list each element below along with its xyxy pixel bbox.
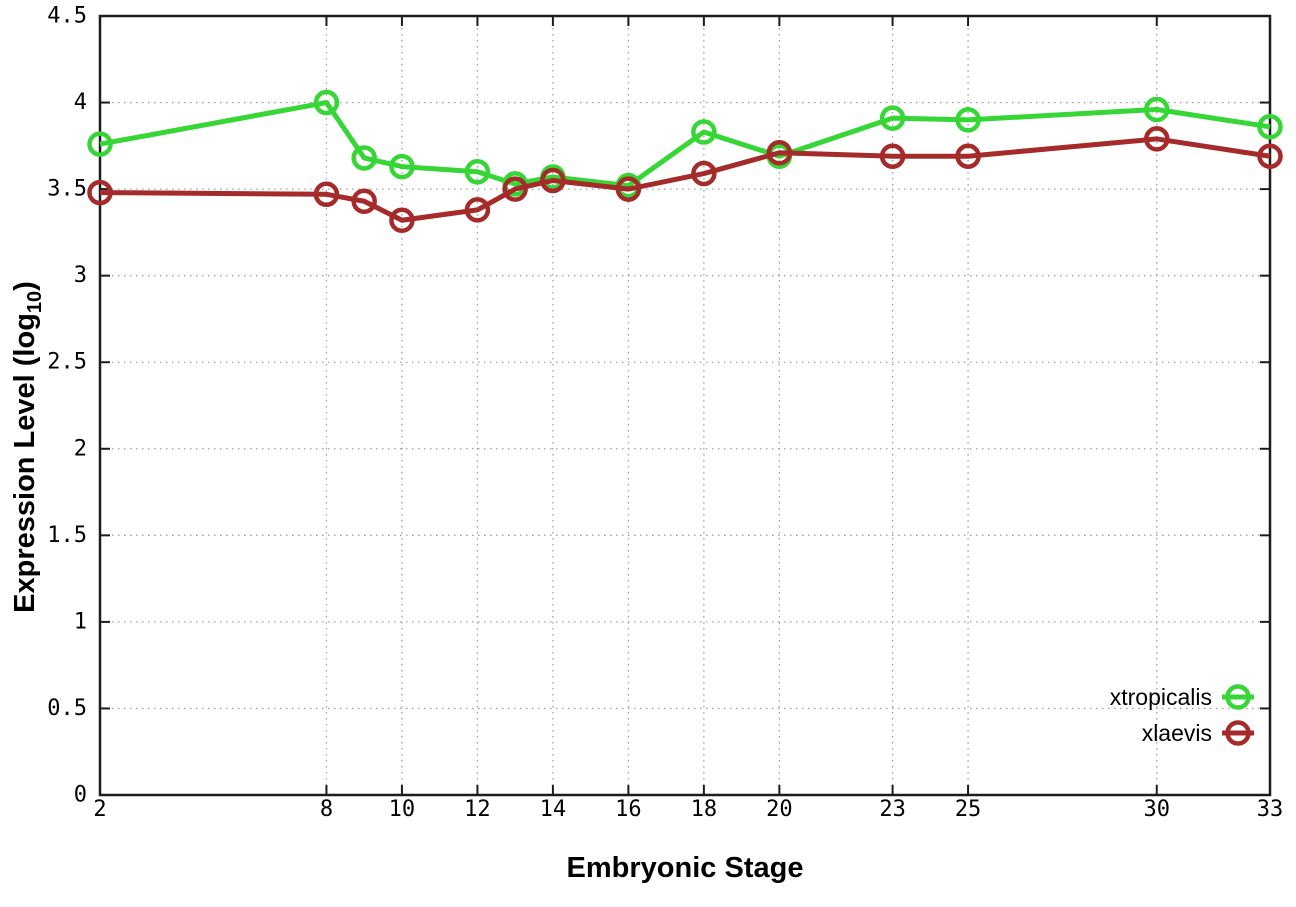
x-axis-title: Embryonic Stage xyxy=(567,852,804,884)
x-tick-label: 2 xyxy=(93,797,106,822)
data-point-xtropicalis xyxy=(1257,114,1283,140)
y-tick-label: 3 xyxy=(74,263,87,288)
x-tick-label: 33 xyxy=(1257,797,1284,822)
legend-entry-xlaevis: xlaevis xyxy=(1142,720,1254,746)
x-tick-label: 10 xyxy=(389,797,416,822)
data-point-xlaevis xyxy=(615,176,642,202)
data-point-xlaevis xyxy=(1257,143,1283,169)
x-tick-label: 12 xyxy=(464,797,491,822)
data-point-xlaevis xyxy=(464,197,491,223)
data-point-xlaevis xyxy=(389,207,415,234)
data-point-xlaevis xyxy=(691,160,717,187)
data-point-xtropicalis xyxy=(389,153,415,180)
data-point-xtropicalis xyxy=(313,89,340,116)
data-point-xlaevis xyxy=(313,181,340,208)
data-point-xlaevis xyxy=(351,188,377,214)
y-tick-label: 2 xyxy=(74,436,87,461)
y-tick-label: 4.5 xyxy=(47,4,87,29)
legend-marker-sample xyxy=(1225,684,1251,710)
y-tick-label: 0 xyxy=(74,783,87,808)
x-tick-label: 8 xyxy=(320,797,333,822)
data-point-xtropicalis xyxy=(351,145,377,171)
data-point-xtropicalis xyxy=(955,107,981,133)
data-point-xtropicalis xyxy=(1144,96,1170,123)
series-line-xlaevis xyxy=(99,136,1271,223)
data-point-xtropicalis xyxy=(464,159,491,185)
plot-border xyxy=(98,14,1272,797)
y-tick-label: 0.5 xyxy=(47,696,87,721)
y-tick-label: 4 xyxy=(74,90,87,115)
data-point-xlaevis xyxy=(87,179,113,206)
data-point-xtropicalis xyxy=(87,131,113,157)
legend-label-xlaevis: xlaevis xyxy=(1142,720,1212,746)
data-point-xlaevis xyxy=(540,167,566,194)
x-tick-label: 30 xyxy=(1144,797,1171,822)
x-tick-label: 18 xyxy=(691,797,718,822)
legend-entry-xtropicalis: xtropicalis xyxy=(1110,684,1254,710)
series-xlaevis xyxy=(87,126,1283,234)
y-tick-label: 1 xyxy=(74,609,87,634)
x-tick-label: 23 xyxy=(879,797,906,822)
data-point-xlaevis xyxy=(879,143,906,169)
x-tick-label: 25 xyxy=(955,797,982,822)
data-point-xlaevis xyxy=(766,140,793,166)
y-tick-label: 2.5 xyxy=(47,350,87,375)
y-tick-label: 1.5 xyxy=(47,523,87,548)
data-point-xtropicalis xyxy=(691,119,717,145)
data-point-xlaevis xyxy=(1144,126,1170,152)
y-tick-label: 3.5 xyxy=(47,177,87,202)
data-point-xlaevis xyxy=(502,176,528,202)
x-tick-label: 14 xyxy=(540,797,567,822)
data-point-xtropicalis xyxy=(879,105,906,131)
data-point-xlaevis xyxy=(955,143,981,169)
x-tick-label: 16 xyxy=(615,797,642,822)
x-tick-label: 20 xyxy=(766,797,793,822)
y-axis-title: Expression Level (log10) xyxy=(9,281,46,613)
legend-marker-sample xyxy=(1225,720,1251,746)
legend-label-xtropicalis: xtropicalis xyxy=(1110,684,1212,710)
